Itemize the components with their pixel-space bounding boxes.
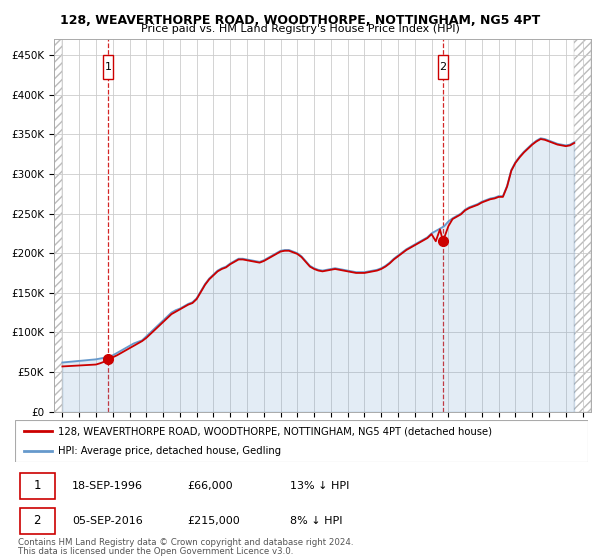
- Text: 13% ↓ HPI: 13% ↓ HPI: [290, 481, 349, 491]
- Text: 18-SEP-1996: 18-SEP-1996: [73, 481, 143, 491]
- Text: £66,000: £66,000: [187, 481, 233, 491]
- FancyBboxPatch shape: [20, 473, 55, 499]
- FancyBboxPatch shape: [15, 420, 588, 462]
- Text: HPI: Average price, detached house, Gedling: HPI: Average price, detached house, Gedl…: [58, 446, 281, 456]
- Text: 2: 2: [34, 514, 41, 528]
- Text: 1: 1: [104, 62, 112, 72]
- Text: This data is licensed under the Open Government Licence v3.0.: This data is licensed under the Open Gov…: [18, 548, 293, 557]
- Text: 128, WEAVERTHORPE ROAD, WOODTHORPE, NOTTINGHAM, NG5 4PT: 128, WEAVERTHORPE ROAD, WOODTHORPE, NOTT…: [60, 14, 540, 27]
- FancyBboxPatch shape: [437, 55, 448, 79]
- Text: Contains HM Land Registry data © Crown copyright and database right 2024.: Contains HM Land Registry data © Crown c…: [18, 538, 353, 547]
- Text: £215,000: £215,000: [187, 516, 239, 526]
- FancyBboxPatch shape: [103, 55, 113, 79]
- Text: 2: 2: [439, 62, 446, 72]
- FancyBboxPatch shape: [20, 507, 55, 534]
- Text: 128, WEAVERTHORPE ROAD, WOODTHORPE, NOTTINGHAM, NG5 4PT (detached house): 128, WEAVERTHORPE ROAD, WOODTHORPE, NOTT…: [58, 426, 492, 436]
- Text: Price paid vs. HM Land Registry's House Price Index (HPI): Price paid vs. HM Land Registry's House …: [140, 24, 460, 34]
- Text: 05-SEP-2016: 05-SEP-2016: [73, 516, 143, 526]
- Text: 8% ↓ HPI: 8% ↓ HPI: [290, 516, 343, 526]
- Text: 1: 1: [34, 479, 41, 492]
